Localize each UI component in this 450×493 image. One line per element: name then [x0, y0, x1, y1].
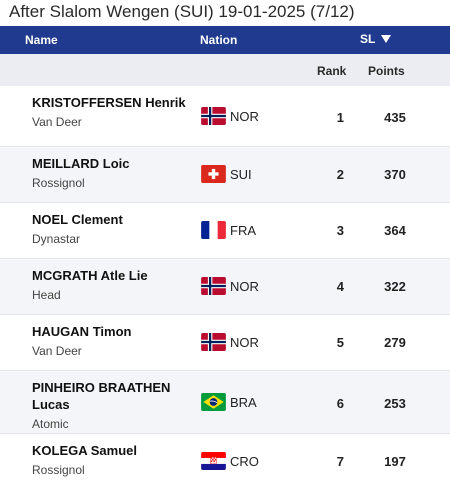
- column-header-sl[interactable]: SL: [360, 32, 392, 46]
- athlete-lastname: KRISTOFFERSEN: [32, 95, 142, 110]
- table-row[interactable]: PINHEIRO BRAATHEN Lucas Atomic BRA 6 253: [0, 371, 450, 434]
- athlete-cell: PINHEIRO BRAATHEN Lucas Atomic: [32, 379, 192, 431]
- athlete-cell: NOEL Clement Dynastar: [32, 211, 192, 246]
- athlete-brand: Van Deer: [32, 115, 82, 129]
- rank-value: 2: [336, 167, 344, 182]
- athlete-name[interactable]: KRISTOFFERSEN Henrik: [32, 94, 192, 111]
- athlete-name[interactable]: MCGRATH Atle Lie: [32, 267, 192, 284]
- table-row[interactable]: MEILLARD Loic Rossignol SUI 2 370: [0, 147, 450, 203]
- athlete-lastname: KOLEGA: [32, 443, 88, 458]
- sl-label: SL: [360, 32, 376, 46]
- table-subheader: Rank Points: [0, 54, 450, 86]
- athlete-cell: MCGRATH Atle Lie Head: [32, 267, 192, 302]
- norway-flag-icon: [201, 333, 226, 351]
- rank-value: 6: [336, 396, 344, 411]
- points-value: 322: [384, 279, 406, 294]
- nation-cell: NOR: [201, 333, 259, 351]
- athlete-firstname: Loic: [102, 156, 130, 171]
- nation-code: NOR: [230, 108, 259, 124]
- athlete-lastname: MEILLARD: [32, 156, 100, 171]
- croatia-flag-icon: [201, 452, 226, 470]
- rank-value: 1: [336, 110, 344, 125]
- athlete-brand: Rossignol: [32, 176, 85, 190]
- athlete-firstname: Samuel: [90, 443, 138, 458]
- nation-code: SUI: [230, 166, 252, 182]
- athlete-firstname: Timon: [92, 324, 132, 339]
- france-flag-icon: [201, 221, 226, 239]
- page-title: After Slalom Wengen (SUI) 19-01-2025 (7/…: [9, 2, 355, 21]
- athlete-firstname: Atle Lie: [100, 268, 148, 283]
- nation-code: CRO: [230, 453, 259, 469]
- athlete-lastname: MCGRATH: [32, 268, 98, 283]
- athlete-name[interactable]: MEILLARD Loic: [32, 155, 192, 172]
- brazil-flag-icon: [201, 393, 226, 411]
- athlete-firstname: Clement: [71, 212, 123, 227]
- table-row[interactable]: KRISTOFFERSEN Henrik Van Deer NOR 1 435: [0, 86, 450, 147]
- athlete-name[interactable]: HAUGAN Timon: [32, 323, 192, 340]
- table-row[interactable]: MCGRATH Atle Lie Head NOR 4 322: [0, 259, 450, 315]
- rank-value: 4: [336, 279, 344, 294]
- nation-cell: SUI: [201, 165, 252, 183]
- rank-value: 3: [336, 223, 344, 238]
- nation-cell: CRO: [201, 452, 259, 470]
- sort-down-icon[interactable]: [381, 35, 392, 43]
- nation-cell: BRA: [201, 393, 257, 411]
- switzerland-flag-icon: [201, 165, 226, 183]
- nation-cell: NOR: [201, 107, 259, 125]
- column-header-rank[interactable]: Rank: [317, 64, 347, 78]
- table-row[interactable]: KOLEGA Samuel Rossignol CRO 7 197: [0, 434, 450, 489]
- points-value: 435: [384, 110, 406, 125]
- points-value: 370: [384, 167, 406, 182]
- column-header-points[interactable]: Points: [368, 64, 405, 78]
- athlete-firstname: Henrik: [145, 95, 186, 110]
- rank-value: 7: [336, 454, 344, 469]
- points-value: 279: [384, 335, 406, 350]
- athlete-name[interactable]: KOLEGA Samuel: [32, 442, 192, 459]
- nation-code: NOR: [230, 334, 259, 350]
- nation-code: FRA: [230, 222, 256, 238]
- athlete-cell: KRISTOFFERSEN Henrik Van Deer: [32, 94, 192, 129]
- athlete-name[interactable]: NOEL Clement: [32, 211, 192, 228]
- athlete-brand: Atomic: [32, 417, 69, 431]
- column-header-name[interactable]: Name: [25, 33, 58, 47]
- norway-flag-icon: [201, 277, 226, 295]
- nation-cell: FRA: [201, 221, 256, 239]
- athlete-cell: HAUGAN Timon Van Deer: [32, 323, 192, 358]
- athlete-lastname: PINHEIRO BRAATHEN: [32, 380, 171, 395]
- athlete-name[interactable]: PINHEIRO BRAATHEN Lucas: [32, 379, 192, 413]
- points-value: 364: [384, 223, 406, 238]
- nation-code: BRA: [230, 394, 257, 410]
- points-value: 253: [384, 396, 406, 411]
- table-header: Name Nation SL: [0, 26, 450, 54]
- athlete-lastname: HAUGAN: [32, 324, 90, 339]
- athlete-lastname: NOEL: [32, 212, 68, 227]
- nation-cell: NOR: [201, 277, 259, 295]
- rank-value: 5: [336, 335, 344, 350]
- athlete-brand: Dynastar: [32, 232, 81, 246]
- nation-code: NOR: [230, 278, 259, 294]
- athlete-cell: KOLEGA Samuel Rossignol: [32, 442, 192, 477]
- table-row[interactable]: NOEL Clement Dynastar FRA 3 364: [0, 203, 450, 259]
- norway-flag-icon: [201, 107, 226, 125]
- column-header-nation[interactable]: Nation: [200, 33, 238, 47]
- table-row[interactable]: HAUGAN Timon Van Deer NOR 5 279: [0, 315, 450, 371]
- athlete-brand: Rossignol: [32, 463, 85, 477]
- athlete-firstname: Lucas: [32, 397, 70, 412]
- athlete-brand: Head: [32, 288, 61, 302]
- athlete-cell: MEILLARD Loic Rossignol: [32, 155, 192, 190]
- athlete-brand: Van Deer: [32, 344, 82, 358]
- points-value: 197: [384, 454, 406, 469]
